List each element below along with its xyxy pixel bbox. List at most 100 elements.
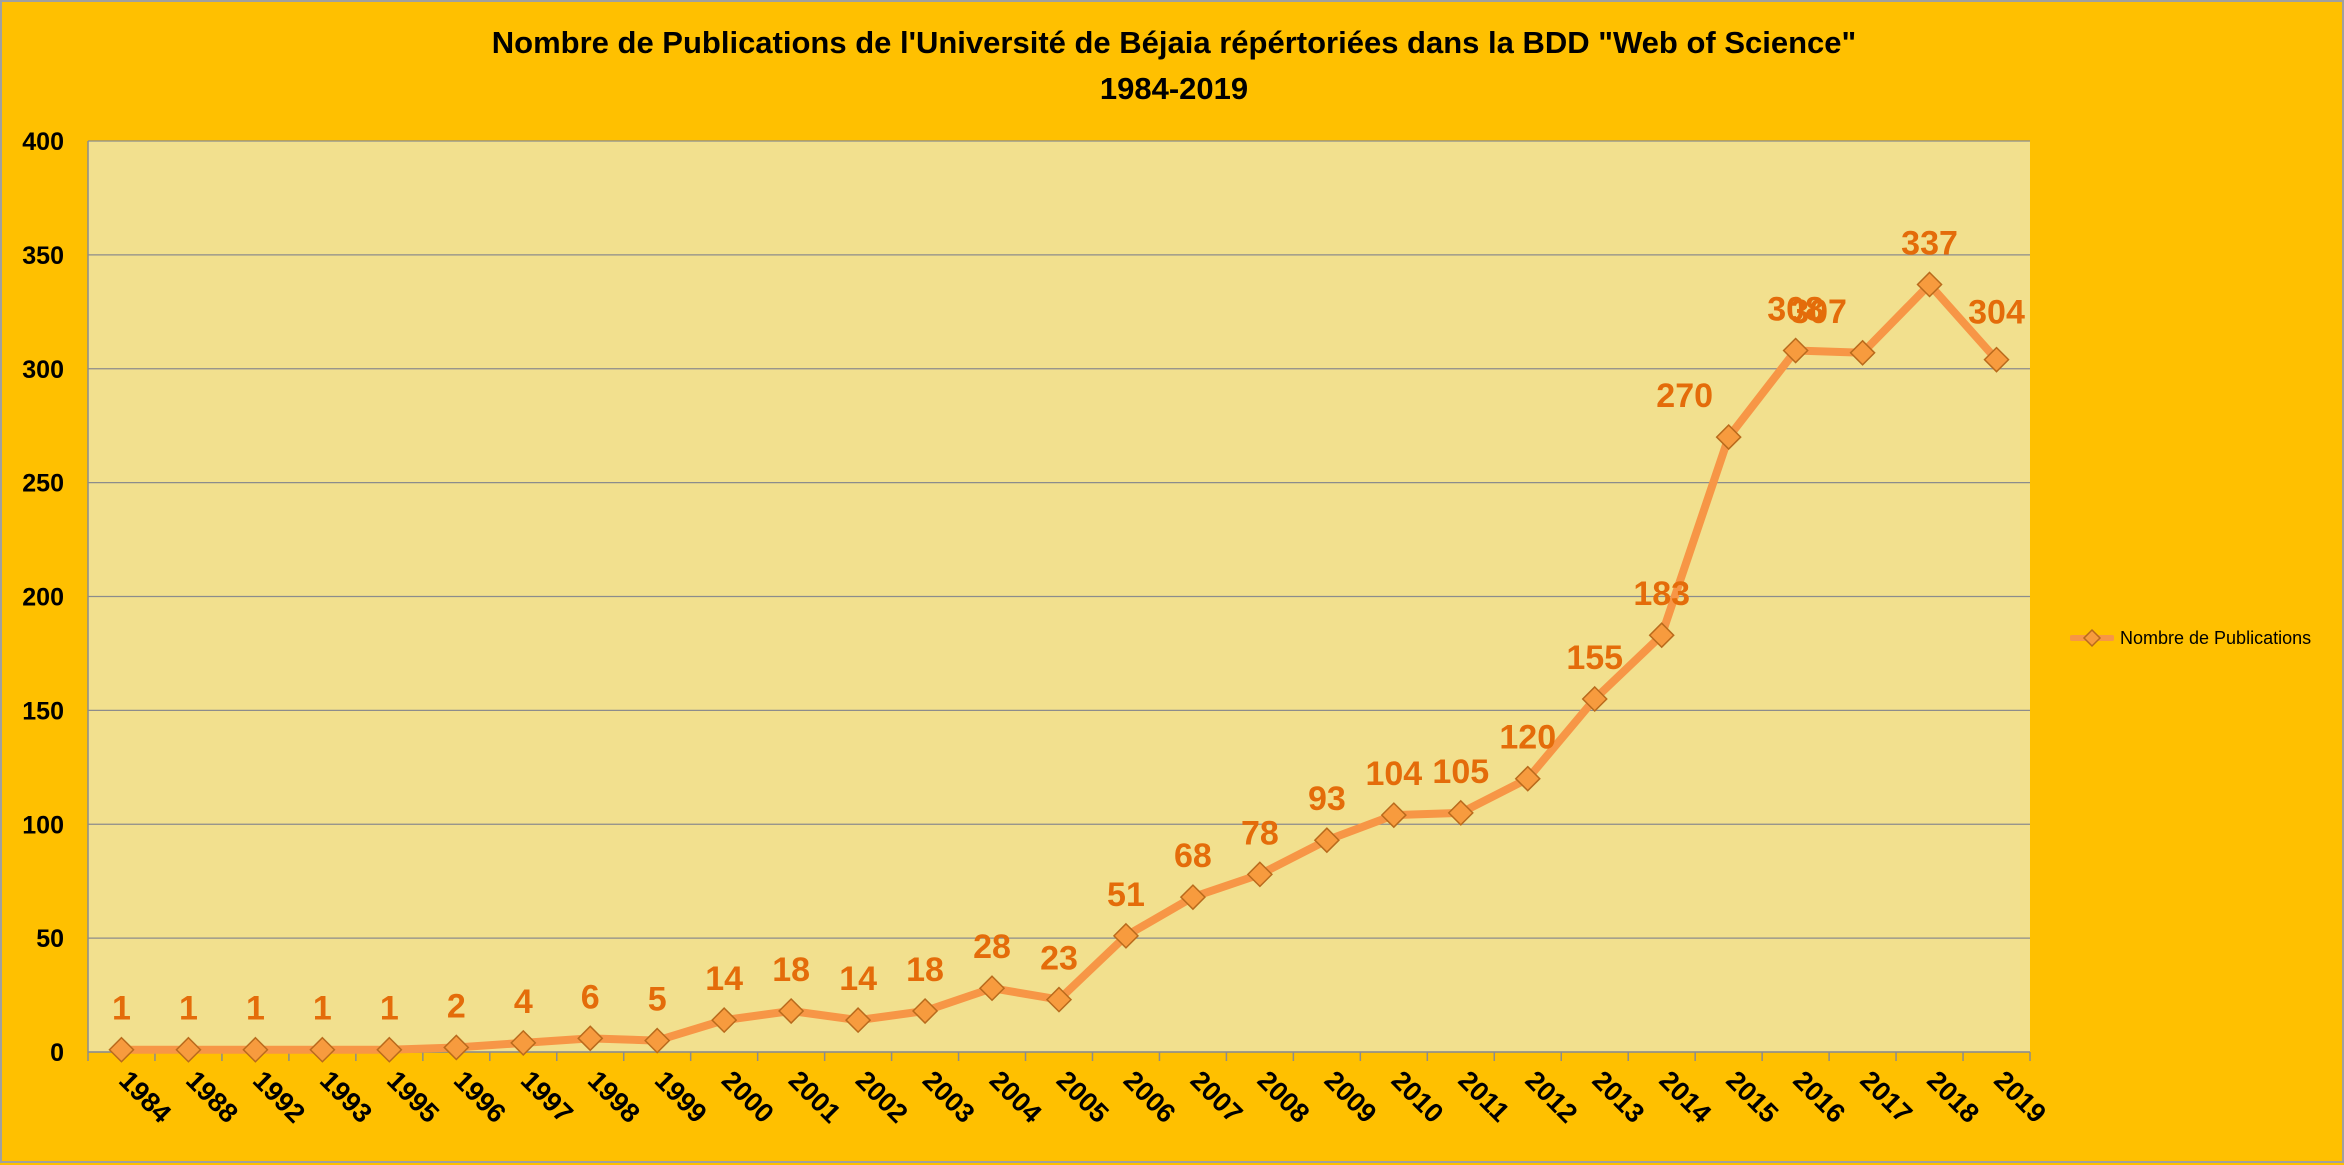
data-label: 23 [1040, 940, 1078, 978]
y-tick-label: 0 [50, 1039, 64, 1067]
data-label: 1 [246, 990, 265, 1028]
data-label: 18 [772, 951, 810, 989]
data-point-marker [912, 997, 939, 1025]
data-point-marker [1246, 861, 1273, 888]
data-point-marker [1849, 339, 1876, 366]
x-tick-label: 1998 [582, 1065, 646, 1129]
data-label: 183 [1633, 575, 1690, 613]
x-tick-label: 2011 [1453, 1065, 1516, 1128]
data-point-marker [1313, 827, 1340, 854]
data-point-marker [1514, 765, 1541, 792]
x-tick-label: 2003 [917, 1065, 981, 1129]
data-point-marker [778, 997, 805, 1025]
x-tick-label: 2012 [1520, 1065, 1584, 1129]
x-tick-label: 2013 [1586, 1065, 1650, 1129]
data-point-marker [376, 1036, 403, 1063]
data-point-marker [242, 1036, 269, 1063]
data-label: 105 [1432, 753, 1489, 791]
data-label: 307 [1790, 293, 1847, 331]
data-point-marker [175, 1036, 202, 1063]
x-tick-label: 2018 [1921, 1065, 1985, 1129]
data-label: 155 [1566, 639, 1623, 677]
x-tick-label: 1997 [515, 1065, 579, 1129]
data-point-marker [1045, 986, 1073, 1013]
data-point-marker [1179, 884, 1206, 911]
y-tick-label: 300 [22, 356, 64, 384]
data-point-marker [1715, 424, 1742, 451]
chart-subtitle: 1984-2019 [1099, 71, 1249, 106]
data-point-marker [108, 1036, 135, 1063]
data-label: 304 [1968, 294, 2025, 332]
x-tick-label: 2015 [1720, 1065, 1784, 1129]
data-point-marker [711, 1007, 738, 1034]
y-tick-label: 150 [22, 697, 64, 725]
y-tick-label: 400 [22, 128, 64, 156]
data-label: 337 [1901, 224, 1958, 262]
x-tick-label: 2008 [1252, 1065, 1316, 1129]
data-point-marker [1983, 346, 2010, 373]
x-tick-label: 2006 [1118, 1065, 1182, 1129]
x-tick-label: 1988 [180, 1065, 244, 1129]
data-point-marker [1112, 922, 1140, 949]
y-tick-label: 250 [22, 470, 64, 498]
data-label: 5 [648, 981, 667, 1019]
x-tick-label: 2009 [1319, 1065, 1383, 1129]
data-point-marker [443, 1034, 470, 1061]
data-label: 1 [112, 990, 131, 1028]
x-tick-label: 1992 [247, 1065, 311, 1129]
data-label: 78 [1241, 814, 1279, 852]
x-tick-label: 2016 [1787, 1065, 1851, 1129]
x-tick-label: 2010 [1386, 1065, 1450, 1129]
x-tick-label: 1999 [649, 1065, 713, 1129]
legend-swatch-icon [2070, 628, 2114, 648]
x-tick-label: 2001 [783, 1065, 847, 1129]
data-point-marker [978, 975, 1006, 1002]
data-point-marker [577, 1025, 604, 1052]
data-label: 120 [1499, 719, 1556, 757]
legend-label: Nombre de Publications [2120, 627, 2312, 648]
data-label: 28 [973, 928, 1011, 966]
data-label: 68 [1174, 837, 1212, 875]
x-tick-label: 2000 [716, 1065, 780, 1129]
data-label: 6 [581, 978, 600, 1016]
data-label: 51 [1107, 876, 1145, 914]
data-point-marker [1648, 622, 1675, 649]
data-point-marker [510, 1029, 537, 1056]
x-tick-label: 2004 [984, 1065, 1048, 1129]
x-tick-label: 1984 [113, 1065, 177, 1129]
x-tick-label: 2017 [1854, 1065, 1918, 1129]
chart-title: Nombre de Publications de l'Université d… [2, 20, 2344, 112]
data-label: 1 [179, 990, 198, 1028]
data-label: 14 [839, 960, 877, 998]
x-tick-label: 2005 [1051, 1065, 1115, 1129]
y-tick-label: 350 [22, 242, 64, 270]
data-label: 1 [313, 990, 332, 1028]
data-label: 1 [380, 990, 399, 1028]
data-point-marker [1380, 802, 1407, 829]
chart-title-line: Nombre de Publications de l'Université d… [491, 25, 1857, 60]
data-label: 93 [1308, 780, 1346, 818]
x-tick-label: 2019 [1988, 1065, 2052, 1129]
y-tick-label: 50 [36, 925, 64, 953]
data-label: 104 [1365, 755, 1422, 793]
x-tick-label: 1995 [381, 1065, 445, 1129]
data-point-marker [644, 1027, 671, 1054]
data-point-marker [845, 1007, 872, 1034]
legend: Nombre de Publications [2070, 626, 2311, 650]
x-tick-label: 2007 [1185, 1065, 1249, 1129]
x-tick-label: 1996 [448, 1065, 512, 1129]
x-tick-label: 1993 [314, 1065, 378, 1129]
data-label: 14 [705, 960, 743, 998]
x-tick-label: 2002 [850, 1065, 914, 1129]
data-point-marker [1581, 685, 1608, 713]
data-label: 2 [447, 987, 466, 1025]
data-point-marker [1916, 271, 1943, 298]
y-tick-label: 200 [22, 584, 64, 612]
data-point-marker [1782, 337, 1809, 364]
data-label: 18 [906, 951, 944, 989]
data-point-marker [309, 1036, 336, 1063]
data-point-marker [1447, 799, 1474, 826]
data-label: 308 [1767, 291, 1824, 329]
